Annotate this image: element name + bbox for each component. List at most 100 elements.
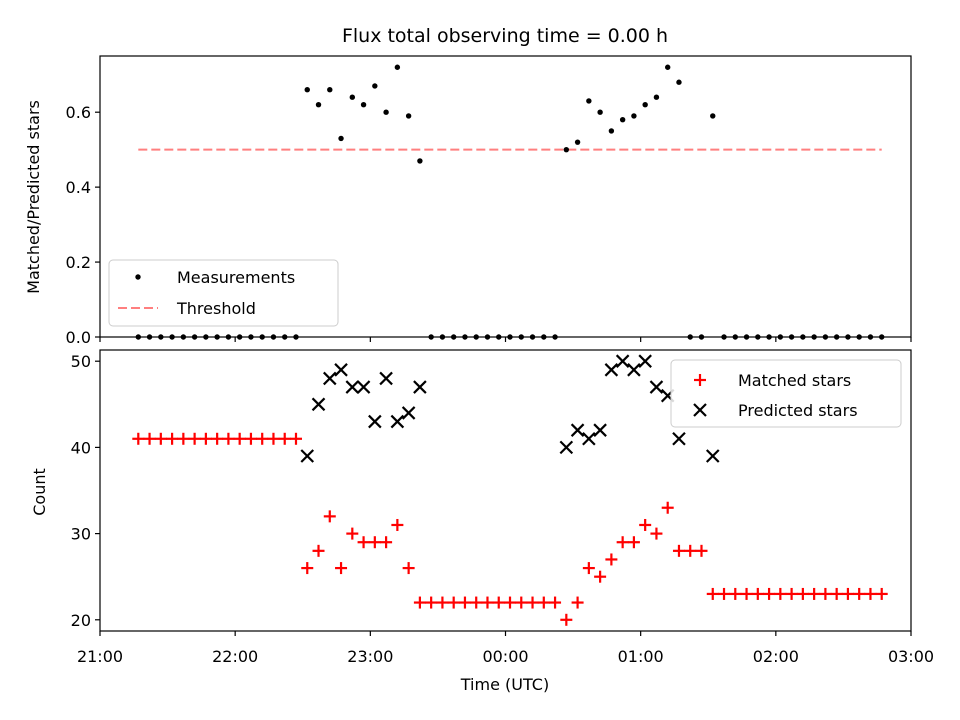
matched-star-point <box>278 432 291 445</box>
matched-star-point <box>256 432 269 445</box>
predicted-marker-stroke <box>379 371 393 386</box>
predicted-marker-stroke <box>559 440 574 455</box>
x-tick-label: 00:00 <box>482 647 528 666</box>
predicted-marker-stroke <box>593 423 607 437</box>
predicted-marker-stroke <box>401 406 416 420</box>
predicted-marker-stroke <box>638 354 652 368</box>
x-tick-label: 03:00 <box>888 647 934 666</box>
legend-top: Measurements Threshold <box>108 259 339 327</box>
predicted-star-point <box>323 371 337 386</box>
matched-star-point <box>695 544 708 557</box>
matched-star-point <box>808 587 821 600</box>
predicted-star-point <box>627 363 641 377</box>
predicted-star-point <box>345 380 360 394</box>
matched-star-point <box>143 432 156 445</box>
measurement-point <box>417 158 423 164</box>
measurement-point <box>405 113 412 119</box>
matched-star-point <box>447 596 460 609</box>
measurement-point <box>563 146 570 153</box>
bottom-y-tick-label: 20 <box>71 611 91 630</box>
predicted-star-point <box>413 380 427 394</box>
predicted-star-point <box>672 432 686 446</box>
matched-star-point <box>627 536 640 549</box>
legend-measurements-label: Measurements <box>177 268 295 287</box>
predicted-star-point <box>379 371 393 386</box>
matched-star-point <box>740 587 753 600</box>
top-y-tick-label: 0.4 <box>66 178 91 197</box>
matched-star-point <box>718 587 731 600</box>
predicted-star-point <box>368 414 382 429</box>
predicted-star-point <box>559 440 574 455</box>
bottom-y-tick-label: 30 <box>71 525 91 544</box>
matched-star-point <box>436 596 449 609</box>
measurement-point <box>394 64 401 70</box>
measurement-point <box>597 109 603 115</box>
matched-star-point <box>481 596 494 609</box>
x-tick-label: 22:00 <box>212 647 258 666</box>
predicted-star-point <box>311 397 326 412</box>
top-y-axis-label: Matched/Predicted stars <box>24 100 43 294</box>
predicted-marker-stroke <box>368 414 382 429</box>
matched-star-point <box>796 587 809 600</box>
predicted-star-point <box>300 449 315 463</box>
matched-star-point <box>199 432 212 445</box>
matched-star-point <box>853 587 866 600</box>
top-panel: 0.0 0.2 0.4 0.6 <box>66 55 912 347</box>
matched-star-point <box>841 587 854 600</box>
matched-star-point <box>616 536 629 549</box>
measurement-point <box>653 94 660 100</box>
predicted-star-point <box>705 449 720 463</box>
matched-star-point <box>504 596 517 609</box>
matched-star-point <box>357 536 370 549</box>
predicted-marker-stroke <box>300 449 315 463</box>
legend-predicted-marker <box>693 403 707 417</box>
matched-star-point <box>751 587 764 600</box>
predicted-star-point <box>356 380 371 394</box>
matched-star-point <box>594 570 607 583</box>
top-y-tick-label: 0.6 <box>66 103 91 122</box>
predicted-marker-stroke <box>345 380 360 394</box>
x-axis-label: Time (UTC) <box>460 675 549 694</box>
predicted-marker-stroke <box>570 423 585 437</box>
predicted-star-point <box>401 406 416 420</box>
predicted-star-point <box>334 363 348 377</box>
matched-star-point <box>413 596 426 609</box>
matched-star-point <box>346 527 359 540</box>
matched-star-point <box>368 536 381 549</box>
matched-star-point <box>335 562 348 575</box>
matched-star-point <box>549 596 562 609</box>
predicted-star-point <box>649 380 664 394</box>
predicted-marker-stroke <box>705 449 720 463</box>
matched-star-point <box>312 544 325 557</box>
matched-star-point <box>177 432 190 445</box>
matched-star-point <box>211 432 224 445</box>
matched-star-point <box>391 518 404 531</box>
predicted-marker-stroke <box>356 380 371 394</box>
matched-star-point <box>785 587 798 600</box>
matched-star-point <box>774 587 787 600</box>
measurement-point <box>360 102 367 108</box>
matched-star-point <box>301 562 314 575</box>
matched-star-point <box>492 596 505 609</box>
measurement-point <box>574 139 581 145</box>
predicted-star-point <box>638 354 652 368</box>
matched-star-point <box>582 562 595 575</box>
predicted-star-point <box>604 363 619 377</box>
predicted-marker-stroke <box>604 363 619 377</box>
chart-title: Flux total observing time = 0.00 h <box>342 25 668 47</box>
predicted-marker-stroke <box>582 432 596 446</box>
predicted-marker-stroke <box>311 397 326 412</box>
predicted-marker-stroke <box>615 354 630 368</box>
legend-matched-label: Matched stars <box>738 371 851 390</box>
predicted-marker-stroke <box>334 363 348 377</box>
predicted-star-point <box>570 423 585 437</box>
matched-star-point <box>571 596 584 609</box>
legend-predicted-label: Predicted stars <box>738 401 858 420</box>
measurement-point <box>586 98 592 104</box>
matched-star-point <box>188 432 201 445</box>
bottom-y-tick-label: 40 <box>71 438 91 457</box>
measurement-point <box>372 83 378 89</box>
matched-star-point <box>537 596 550 609</box>
matched-star-point <box>526 596 539 609</box>
